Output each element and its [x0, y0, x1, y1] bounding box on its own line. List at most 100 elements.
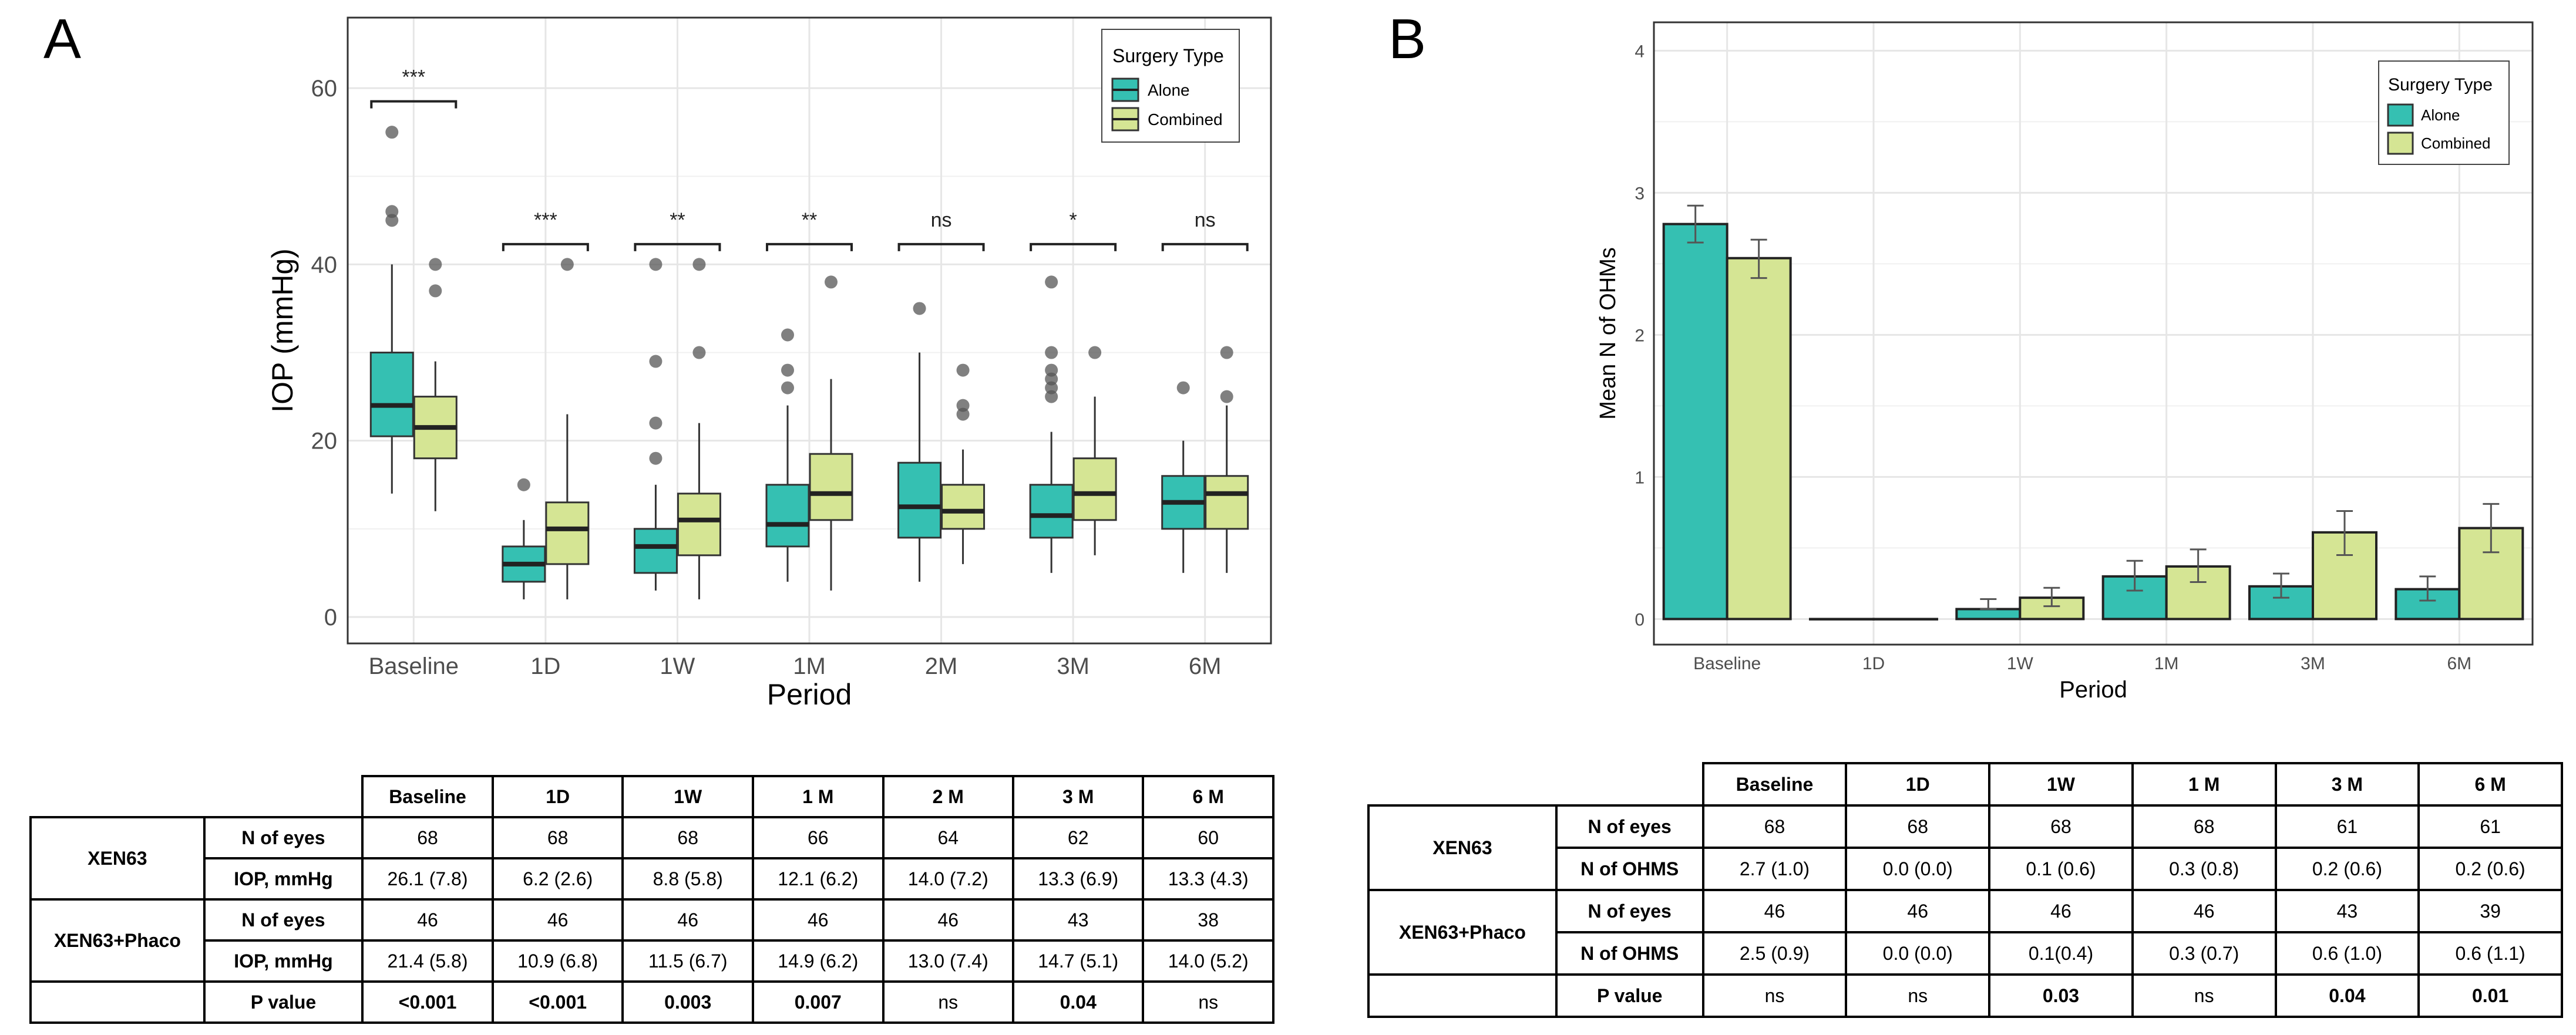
table-cell: 13.3 (6.9) — [1011, 857, 1145, 901]
legend-title: Surgery Type — [2388, 75, 2493, 95]
column-header: Baseline — [1701, 762, 1848, 807]
outlier-point — [429, 258, 442, 271]
table-cell: 43 — [2274, 889, 2420, 933]
table-cell: 43 — [1011, 898, 1145, 942]
pvalue-label: P value — [203, 980, 364, 1024]
outlier-point — [1220, 346, 1233, 359]
pvalue-cell: <0.001 — [491, 980, 624, 1024]
table-corner — [1368, 763, 1704, 807]
significance-bracket — [370, 100, 458, 109]
pvalue-blank — [29, 980, 206, 1024]
x-tick-label: 1D — [530, 653, 560, 679]
pvalue-cell: 0.04 — [1011, 980, 1145, 1024]
outlier-point — [956, 399, 970, 412]
table-cell: 61 — [2274, 804, 2420, 849]
table-cell: 14.7 (5.1) — [1011, 939, 1145, 983]
y-tick-label: 40 — [311, 252, 338, 278]
pvalue-cell: <0.001 — [361, 980, 494, 1024]
x-tick-label: Baseline — [1693, 654, 1761, 673]
row-label: N of OHMS — [1555, 931, 1704, 976]
legend-title: Surgery Type — [1112, 45, 1224, 66]
table-cell: 68 — [361, 816, 494, 859]
significance-label: ** — [802, 209, 817, 231]
table-cell: 0.0 (0.0) — [1845, 931, 1991, 976]
legend-label: Combined — [2421, 134, 2491, 152]
column-header: 1W — [621, 775, 754, 818]
bar-alone — [1662, 222, 1728, 621]
outlier-point — [649, 258, 663, 271]
table-cell: 6.2 (2.6) — [491, 857, 624, 901]
x-axis-title: Period — [2059, 677, 2127, 703]
column-header: 1W — [1988, 762, 2134, 807]
panel-a-letter: A — [43, 8, 82, 70]
x-tick-label: 6M — [1189, 653, 1222, 679]
table-cell: 68 — [1701, 804, 1848, 849]
table-cell: 13.0 (7.4) — [882, 939, 1014, 983]
y-tick-label: 4 — [1635, 42, 1645, 61]
outlier-point — [1176, 381, 1190, 395]
y-tick-label: 3 — [1635, 184, 1645, 203]
outlier-point — [781, 363, 794, 377]
outlier-point — [692, 346, 706, 359]
significance-bracket — [1030, 242, 1117, 251]
outlier-point — [1045, 275, 1058, 289]
pvalue-blank — [1367, 973, 1558, 1018]
x-tick-label: 1M — [2154, 654, 2179, 673]
table-cell: 68 — [1988, 804, 2134, 849]
legend-label: Combined — [1148, 110, 1223, 129]
table-cell: 62 — [1011, 816, 1145, 859]
table-cell: 14.0 (7.2) — [882, 857, 1014, 901]
y-axis-title: Mean N of OHMs — [1596, 247, 1620, 420]
table-cell: 68 — [1845, 804, 1991, 849]
table-cell: 61 — [2417, 804, 2563, 849]
box-combined — [809, 453, 853, 521]
group-label: XEN63+Phaco — [29, 898, 206, 983]
y-tick-label: 0 — [1635, 610, 1645, 629]
box-combined — [941, 484, 986, 530]
table-cell: 46 — [751, 898, 885, 942]
box-alone — [1029, 484, 1074, 539]
x-tick-label: 1W — [2007, 654, 2034, 673]
row-label: N of eyes — [203, 816, 364, 859]
plot-border — [347, 16, 1272, 645]
legend-key-combined — [2387, 132, 2414, 155]
box-alone — [633, 528, 678, 574]
pvalue-cell: 0.03 — [1988, 973, 2134, 1018]
x-tick-label: 1W — [660, 653, 695, 679]
outlier-point — [825, 275, 838, 289]
box-alone — [369, 352, 414, 437]
y-tick-label: 0 — [324, 605, 337, 631]
pvalue-cell: ns — [1701, 973, 1848, 1018]
table-cell: 46 — [361, 898, 494, 942]
outlier-point — [649, 416, 663, 430]
row-label: IOP, mmHg — [203, 857, 364, 901]
pvalue-cell: 0.003 — [621, 980, 754, 1024]
row-label: N of eyes — [1555, 804, 1704, 849]
table-cell: 26.1 (7.8) — [361, 857, 494, 901]
table-cell: 12.1 (6.2) — [751, 857, 885, 901]
table-cell: 0.0 (0.0) — [1845, 847, 1991, 891]
table-cell: 46 — [882, 898, 1014, 942]
table-cell: 46 — [2131, 889, 2277, 933]
column-header: 1D — [1845, 762, 1991, 807]
pvalue-cell: 0.04 — [2274, 973, 2420, 1018]
plot-border — [1653, 21, 2534, 646]
group-label: XEN63+Phaco — [1367, 889, 1558, 976]
y-tick-label: 2 — [1635, 326, 1645, 345]
significance-label: ns — [1195, 209, 1216, 231]
pvalue-cell: ns — [882, 980, 1014, 1024]
significance-label: ns — [931, 209, 952, 231]
column-header: 1D — [491, 775, 624, 818]
box-alone — [765, 484, 810, 548]
table-cell: 68 — [621, 816, 754, 859]
y-axis-title: IOP (mmHg) — [266, 248, 299, 413]
table-cell: 66 — [751, 816, 885, 859]
column-header: 1 M — [751, 775, 885, 818]
outlier-point — [385, 205, 399, 218]
box-combined — [1072, 457, 1117, 521]
column-header: Baseline — [361, 775, 494, 818]
table-cell: 46 — [1845, 889, 1991, 933]
table-cell: 0.1 (0.6) — [1988, 847, 2134, 891]
legend-label: Alone — [2421, 106, 2460, 124]
